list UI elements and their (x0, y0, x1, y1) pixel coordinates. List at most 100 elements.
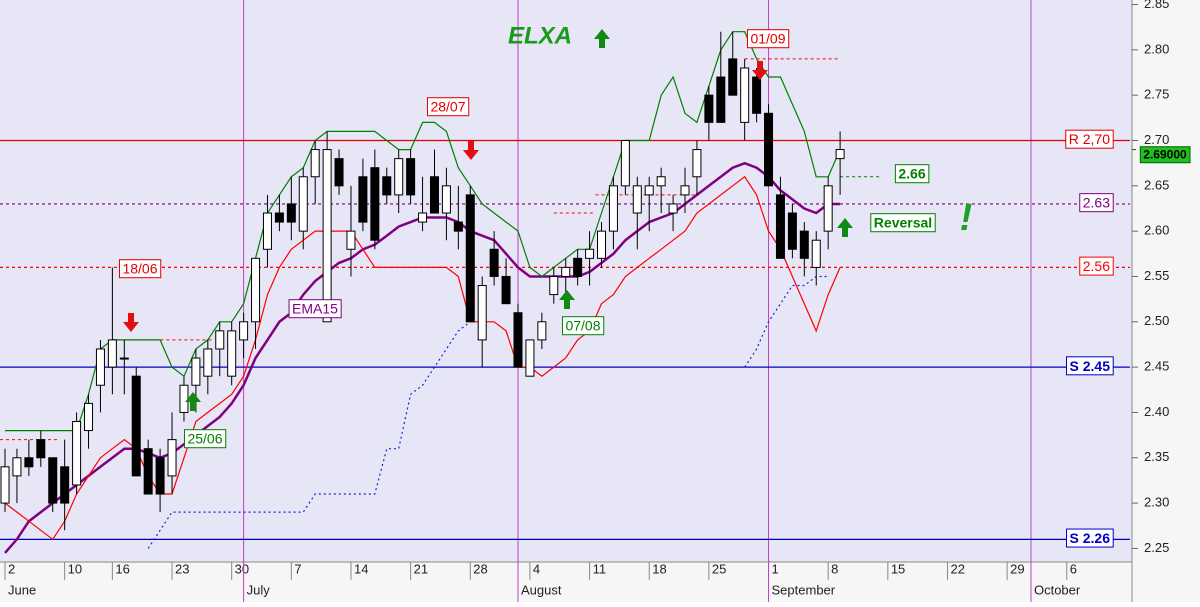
level-label-group: R 2,70 (1065, 129, 1114, 149)
candle-body (155, 457, 165, 495)
y-tick-label: 2.60 (1144, 223, 1169, 238)
up-arrow (837, 218, 853, 237)
candle-body (107, 339, 117, 368)
candle-body (24, 457, 34, 468)
candle-body (740, 67, 750, 123)
x-tick-label: 1 (772, 561, 779, 576)
x-tick-label: 21 (414, 561, 428, 576)
candle-body (823, 185, 833, 232)
level-label-box (1065, 129, 1114, 149)
series-label: EMA15 (292, 301, 338, 317)
candle-body (775, 194, 785, 259)
candle-body (215, 330, 225, 350)
candle-body (12, 457, 22, 477)
x-tick-label: 11 (593, 561, 607, 576)
candle-body (418, 212, 428, 223)
candle-body (131, 375, 141, 477)
candle-body (537, 321, 547, 341)
candle-body (489, 248, 499, 277)
candle-body (549, 275, 559, 296)
y-tick-label: 2.25 (1144, 540, 1169, 555)
candle-body (441, 185, 451, 214)
candle-body (310, 149, 320, 178)
candle-body (513, 312, 523, 368)
annotation-box (894, 164, 930, 184)
last-price-label-box (1139, 146, 1191, 164)
candle-body (668, 203, 678, 214)
x-tick-label: 7 (294, 561, 301, 576)
annotation-box (870, 213, 936, 233)
candle-body (358, 176, 368, 223)
y-tick-label: 2.85 (1144, 0, 1169, 11)
candle-body (716, 76, 726, 123)
month-label: September (772, 582, 836, 597)
candle-body (585, 248, 595, 259)
candle-body (465, 194, 475, 323)
x-tick-label: 23 (175, 561, 189, 576)
candle-body (143, 448, 153, 495)
month-label: October (1034, 582, 1081, 597)
candle-body (203, 348, 213, 377)
candle-body (48, 457, 58, 504)
down-arrow (752, 61, 768, 80)
candle-body (84, 402, 94, 432)
candle-body (60, 466, 70, 504)
candle-body (262, 212, 272, 250)
candle-body (835, 149, 845, 160)
level-label-group: 2.63 (1079, 193, 1114, 213)
x-tick-label: 6 (1070, 561, 1077, 576)
y-tick-label: 2.65 (1144, 177, 1169, 192)
level-label: S 2.26 (1070, 530, 1111, 546)
candle-body (370, 167, 380, 241)
candle-body (167, 439, 177, 477)
x-tick-label: 15 (891, 561, 905, 576)
up-arrow (559, 290, 575, 309)
candle-body (179, 384, 189, 413)
month-label: July (247, 582, 271, 597)
y-tick-label: 2.30 (1144, 495, 1169, 510)
annotation: 25/06 (187, 431, 222, 447)
candle-body (346, 230, 356, 250)
y-tick-label: 2.70 (1144, 132, 1169, 147)
month-label: June (8, 582, 36, 597)
candle-body (453, 221, 463, 232)
annotation: 07/08 (565, 318, 600, 334)
annotation: 28/07 (430, 99, 465, 115)
y-tick-label: 2.40 (1144, 404, 1169, 419)
annotation-group: 2.66 (894, 164, 930, 184)
y-tick-label: 2.35 (1144, 449, 1169, 464)
indicator-line (5, 31, 841, 432)
x-tick-label: 8 (831, 561, 838, 576)
annotation-group: Reversal (870, 213, 936, 233)
annotation: 18/06 (122, 261, 157, 277)
y-tick-label: 2.55 (1144, 268, 1169, 283)
down-arrow (463, 141, 479, 160)
annotation-group: 01/09 (746, 29, 790, 49)
candle-body (429, 176, 439, 214)
level-label-group: S 2.26 (1066, 528, 1114, 548)
y-tick-label: 2.80 (1144, 41, 1169, 56)
annotation-group: 28/07 (426, 97, 470, 117)
candle-body (501, 275, 511, 305)
candle-body (525, 339, 535, 377)
candle-body (0, 466, 10, 504)
candle-body (597, 230, 607, 259)
candle-body (382, 176, 392, 196)
level-label-group: S 2.45 (1066, 356, 1114, 376)
x-tick-label: 4 (533, 561, 540, 576)
annotation: 2.66 (898, 166, 925, 182)
annotation: Reversal (874, 215, 932, 231)
candle-body (752, 76, 762, 114)
candle-body (704, 94, 714, 123)
series-label-group: EMA15 (288, 299, 342, 319)
candle-body (620, 140, 630, 187)
candle-body (274, 212, 284, 223)
candle-body (394, 158, 404, 196)
annotation: 01/09 (750, 31, 785, 47)
x-tick-label: 28 (473, 561, 487, 576)
x-tick-label: 10 (68, 561, 82, 576)
candle-body (227, 330, 237, 377)
front-layer: R 2,70 2.63 2.56 S 2.45 S 2.26 2.69000 EMA15 18… (118, 29, 1191, 548)
